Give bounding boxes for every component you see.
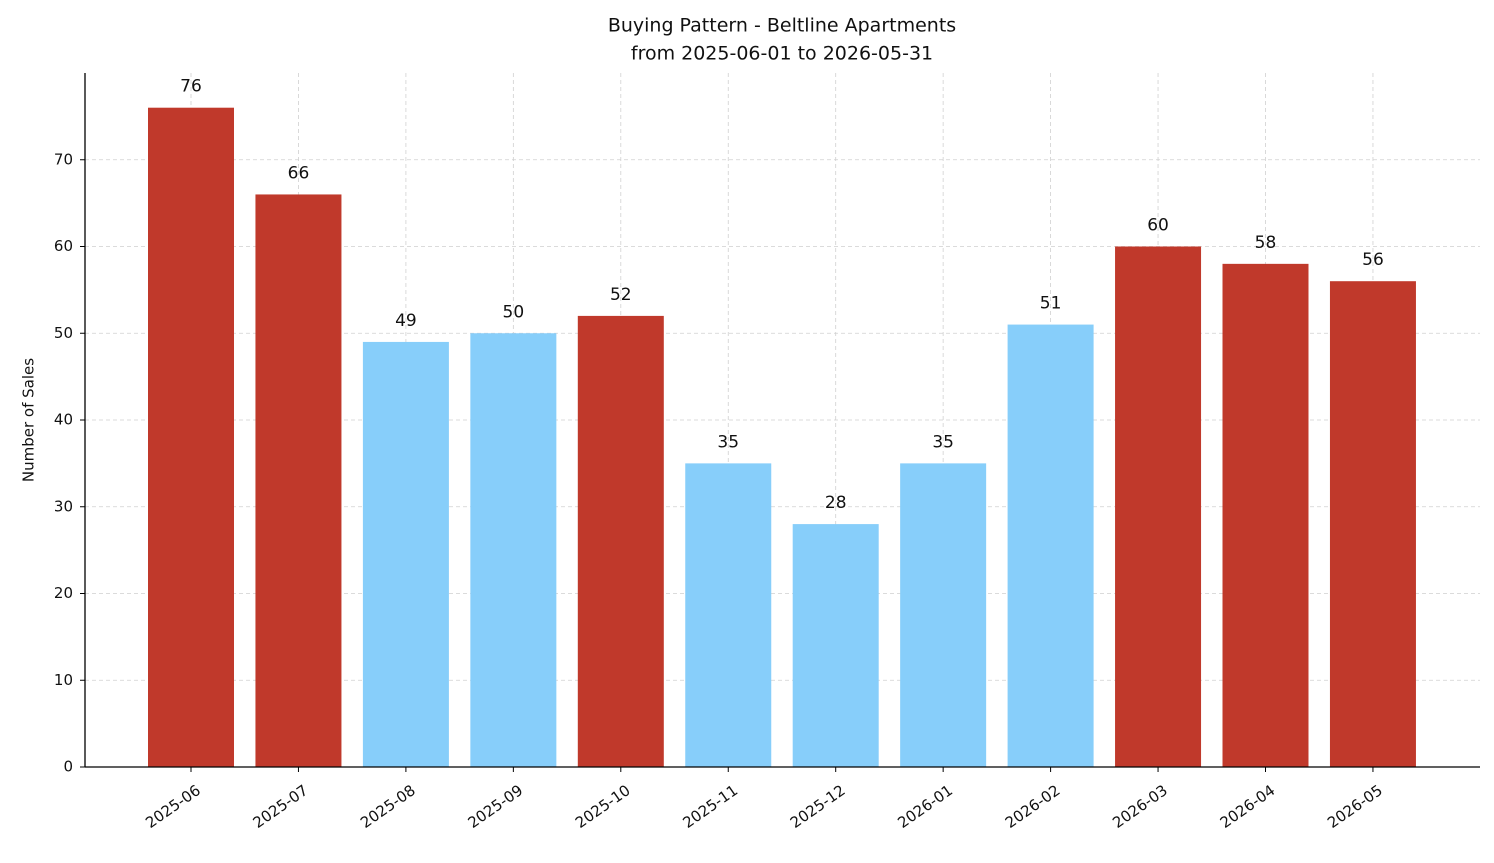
value-label: 58 (1255, 233, 1277, 253)
y-tick-label: 10 (54, 671, 73, 689)
x-tick-label: 2026-01 (894, 781, 956, 832)
bar (792, 524, 879, 767)
bar (1222, 263, 1309, 767)
value-label: 66 (288, 163, 310, 183)
bar (577, 315, 664, 767)
value-label: 60 (1147, 216, 1169, 236)
x-tick-label: 2025-12 (787, 781, 849, 832)
bar (148, 107, 234, 767)
chart-subtitle: from 2025-06-01 to 2026-05-31 (631, 43, 933, 65)
x-tick-label: 2025-11 (679, 781, 741, 832)
bar (1115, 246, 1202, 767)
value-label: 35 (932, 432, 954, 452)
y-tick-label: 0 (63, 758, 73, 776)
value-label: 56 (1362, 250, 1384, 270)
value-label: 28 (825, 493, 847, 513)
bar (1329, 281, 1416, 767)
x-tick-label: 2025-06 (142, 781, 204, 832)
value-label: 49 (395, 311, 417, 331)
value-label: 76 (180, 77, 202, 97)
x-tick-label: 2025-07 (250, 781, 312, 832)
x-tick-label: 2025-10 (572, 781, 634, 832)
value-label: 52 (610, 285, 632, 305)
value-label: 35 (717, 432, 739, 452)
y-tick-label: 20 (54, 584, 73, 602)
x-tick-label: 2026-05 (1324, 781, 1386, 832)
bar (1007, 324, 1094, 767)
bar (362, 341, 449, 767)
x-tick-label: 2025-09 (465, 781, 527, 832)
bar (255, 194, 342, 767)
x-tick-label: 2026-02 (1002, 781, 1064, 832)
value-label: 51 (1040, 294, 1062, 314)
bar (470, 333, 557, 767)
bar (900, 463, 987, 767)
y-tick-label: 40 (54, 411, 73, 429)
y-tick-label: 70 (54, 150, 73, 168)
x-tick-label: 2026-03 (1109, 781, 1171, 832)
x-tick-label: 2026-04 (1217, 781, 1279, 832)
value-label: 50 (503, 302, 525, 322)
y-tick-label: 60 (54, 237, 73, 255)
y-tick-label: 30 (54, 497, 73, 515)
chart-title: Buying Pattern - Beltline Apartments (608, 15, 956, 37)
bar (685, 463, 772, 767)
y-tick-label: 50 (54, 324, 73, 342)
x-tick-label: 2025-08 (357, 781, 419, 832)
y-axis-label: Number of Sales (20, 358, 38, 482)
